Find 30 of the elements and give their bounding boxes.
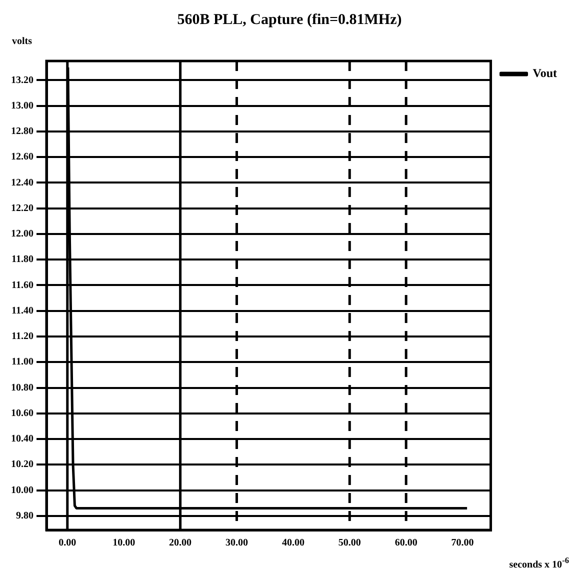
x-tick-label: 30.00	[225, 538, 248, 549]
y-tick-label: 10.60	[11, 408, 34, 419]
y-tick-label: 12.00	[11, 228, 34, 240]
y-tick-label: 11.80	[12, 254, 34, 266]
x-tick-label: 50.00	[338, 538, 361, 549]
x-tick-label: 0.00	[58, 538, 76, 549]
y-tick-label: 13.00	[11, 100, 34, 112]
chart-title: 560B PLL, Capture (fin=0.81MHz)	[176, 11, 403, 30]
y-axis-title: volts	[11, 36, 33, 49]
y-tick-label: 11.20	[12, 331, 34, 342]
x-axis-title: seconds x 10$^{-6}$	[509, 556, 569, 570]
y-tick-label: 10.40	[11, 434, 34, 445]
y-tick-label: 13.20	[11, 74, 34, 86]
x-tick-label: 60.00	[394, 538, 418, 549]
y-tick-label: 12.60	[11, 152, 34, 163]
y-tick-label: 10.80	[11, 382, 34, 394]
x-tick-label: 40.00	[282, 538, 304, 549]
x-tick-label: 70.00	[451, 538, 474, 549]
y-tick-label: 11.40	[12, 305, 34, 316]
y-tick-label: 12.80	[11, 126, 34, 138]
y-tick-label: 10.20	[11, 459, 34, 470]
y-tick-label: 9.80	[16, 510, 34, 522]
legend-label: Vout	[532, 66, 558, 80]
x-tick-label: 20.00	[169, 538, 192, 549]
x-tick-label: 10.00	[112, 538, 136, 549]
y-tick-label: 12.20	[11, 202, 34, 214]
y-tick-label: 11.60	[12, 280, 34, 291]
y-tick-label: 10.00	[11, 484, 34, 496]
y-tick-label: 12.40	[11, 177, 34, 188]
y-tick-label: 11.00	[12, 356, 34, 368]
